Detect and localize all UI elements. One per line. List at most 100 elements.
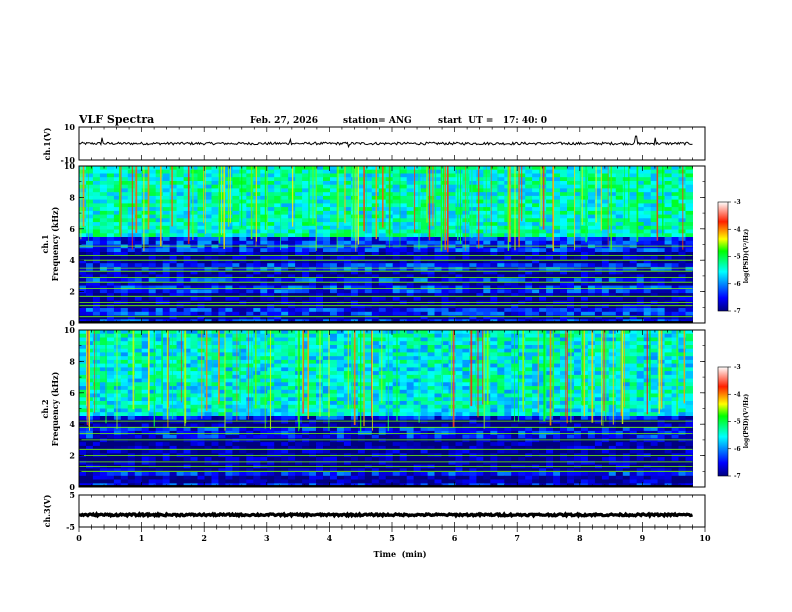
ch1-spectrogram-cell <box>148 278 157 283</box>
ch1-spectrogram-cell <box>343 173 352 178</box>
ch2-spectrogram-cell <box>336 359 345 365</box>
ch1-spectrogram-cell <box>462 214 470 219</box>
ch1-spectrogram-cell <box>281 237 289 242</box>
ch2-spectrogram-cell <box>113 352 122 357</box>
ch1-spectrogram-cell <box>79 263 87 268</box>
ch1-spectrogram-cell <box>246 304 254 309</box>
ch2-spectrogram-cell <box>448 352 456 357</box>
ch1-spectrogram-cell <box>281 266 289 272</box>
ch1-spectrogram-cell <box>253 184 261 189</box>
ch1-spectrogram-cell <box>587 199 596 204</box>
ch1-spectrogram-cell <box>211 192 219 197</box>
ch1-spectrogram-cell <box>246 207 254 212</box>
ch1-spectrogram-cell <box>622 285 631 290</box>
ch1-spectrogram-cell <box>253 222 261 227</box>
ch1-spectrogram-cell <box>532 293 540 298</box>
ch1-spectrogram-cell <box>225 285 233 290</box>
ch1-spectrogram-cell <box>323 166 331 171</box>
ch1-spectrogram-cell <box>671 266 680 272</box>
ch2-spectrogram-cell <box>281 348 289 353</box>
ch2-spectrogram-cell <box>225 341 233 346</box>
ch1-spectrogram-cell <box>260 184 268 189</box>
ch1-spectrogram-cell <box>413 195 422 201</box>
ch2-spectrogram-cell <box>323 345 331 350</box>
ch1-spectrogram-cell <box>336 266 345 272</box>
ch1-spectrogram-cell <box>615 304 624 309</box>
ch2-spectrogram-cell <box>239 374 247 380</box>
ch1-spectrogram-cell <box>246 248 254 253</box>
ch1-spectrogram-cell <box>399 304 408 309</box>
ch1-spectrogram-cell <box>281 166 289 171</box>
ch1-spectrogram-cell <box>281 263 289 268</box>
chart-title: VLF Spectra <box>78 113 154 126</box>
ch1-spectrogram-cell <box>323 237 331 242</box>
ch2-spectrogram-cell <box>176 374 185 380</box>
ch2-spectrogram-cell <box>162 374 171 380</box>
ch2-spectrogram-cell <box>218 348 226 353</box>
ch1-spectrogram-cell <box>169 225 178 230</box>
ch1-spectrogram-cell <box>497 308 505 313</box>
ch1-spectrogram-cell <box>567 237 575 242</box>
ch1-spectrogram-cell <box>448 188 456 193</box>
ch1-spectrogram-cell <box>204 311 212 316</box>
ch1-spectrogram-cell <box>594 259 603 264</box>
ch2-spectrogram-cell <box>253 367 261 372</box>
ch1-spectrogram-cell <box>350 192 359 197</box>
ch2-spectrogram-cell <box>378 363 387 368</box>
ch1-spectrogram-cell <box>357 233 366 238</box>
ch1-spectrogram-cell <box>574 173 582 178</box>
ch1-spectrogram-cell <box>197 218 205 223</box>
ch1-spectrogram-cell <box>357 311 366 316</box>
ch1-spectrogram-cell <box>587 281 596 287</box>
ch1-spectrogram-cell <box>476 181 484 186</box>
ch1-spectrogram-cell <box>288 270 296 275</box>
ch2-spectrogram-cell <box>302 330 310 335</box>
ch1-spectrogram-cell <box>176 311 185 316</box>
ch2-spectrogram-cell <box>92 352 101 357</box>
ch2-spectrogram-cell <box>274 337 282 342</box>
ch1-spectrogram-cell <box>79 293 87 298</box>
ch2-spectrogram-cell <box>455 341 463 346</box>
ch1-spectrogram-cell <box>86 214 94 219</box>
ch1-spectrogram-cell <box>560 240 568 245</box>
ch1-spectrogram-cell <box>92 225 101 230</box>
ch2-spectrogram-cell <box>532 348 540 353</box>
ch2-spectrogram-cell <box>420 367 429 372</box>
ch1-spectrogram-cell <box>587 181 596 186</box>
ch1-spectrogram-cell <box>629 229 638 234</box>
ch1-spectrogram-cell <box>594 244 603 249</box>
ch1-spectrogram-cell <box>155 181 164 186</box>
ch1-spectrogram-cell <box>643 195 652 201</box>
ch1-spectrogram-cell <box>469 289 477 294</box>
ch2-spectrogram-cell <box>148 359 157 365</box>
ch1-spectrogram-cell <box>148 289 157 294</box>
ch1-spectrogram-cell <box>323 177 331 182</box>
ch1-spectrogram-cell <box>99 195 108 201</box>
ch1-spectrogram-cell <box>176 166 185 171</box>
ch1-spectrogram-cell <box>671 244 680 249</box>
ch1-spectrogram-cell <box>253 296 261 301</box>
ch1-spectrogram-cell <box>392 181 401 186</box>
ch1-spectrogram-cell <box>476 244 484 249</box>
ch2-spectrogram-cell <box>622 337 631 342</box>
ch1-spectrogram-cell <box>336 173 345 178</box>
ch1-spectrogram-cell <box>92 311 101 316</box>
ch1-spectrogram-cell <box>455 289 463 294</box>
ch2-spectrogram-cell <box>448 348 456 353</box>
ch1-spectrogram-cell <box>657 259 666 264</box>
ch2-spectrogram-cell <box>169 363 178 368</box>
ch1-spectrogram-cell <box>608 199 617 204</box>
ch1-spectrogram-cell <box>183 237 192 242</box>
ch1-spectrogram-cell <box>671 214 680 219</box>
ch1-spectrogram-cell <box>399 278 408 283</box>
ch1-spectrogram-cell <box>364 281 373 287</box>
ch1-spectrogram-cell <box>330 255 338 260</box>
ch2-spectrogram-cell <box>148 333 157 338</box>
ch1-spectrogram-cell <box>281 210 289 216</box>
ch1-spectrogram-cell <box>197 289 205 294</box>
ch2-spectrogram-cell <box>539 371 547 376</box>
ch1-spectrogram-cell <box>504 263 512 268</box>
ch1-spectrogram-cell <box>525 188 533 193</box>
ch1-spectrogram-cell <box>336 259 345 264</box>
ch1-spectrogram-cell <box>99 229 108 234</box>
